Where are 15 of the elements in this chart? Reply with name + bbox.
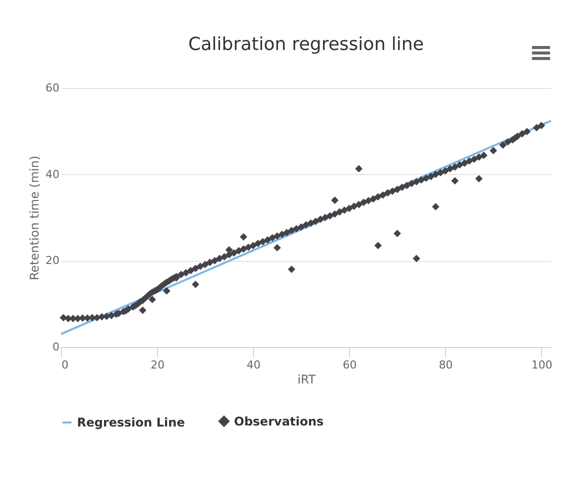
x-tick-label: 0 [62, 358, 68, 372]
x-tick-label: 100 [531, 358, 552, 372]
y-axis-title: Retention time (min) [28, 156, 42, 280]
y-tick-label: 0 [52, 340, 60, 354]
x-axis-title: iRT [297, 372, 316, 386]
x-tick-label: 20 [150, 358, 165, 372]
y-tick-label: 40 [46, 168, 60, 181]
legend-label: Regression Line [77, 416, 185, 430]
chart-title: Calibration regression line [188, 34, 424, 55]
y-tick-label: 20 [46, 254, 60, 268]
x-tick-label: 60 [342, 358, 357, 372]
y-tick-label: 60 [46, 82, 60, 94]
x-tick-label: 80 [438, 358, 453, 372]
x-tick-label: 40 [246, 358, 261, 372]
legend-label: Observations [234, 414, 324, 428]
